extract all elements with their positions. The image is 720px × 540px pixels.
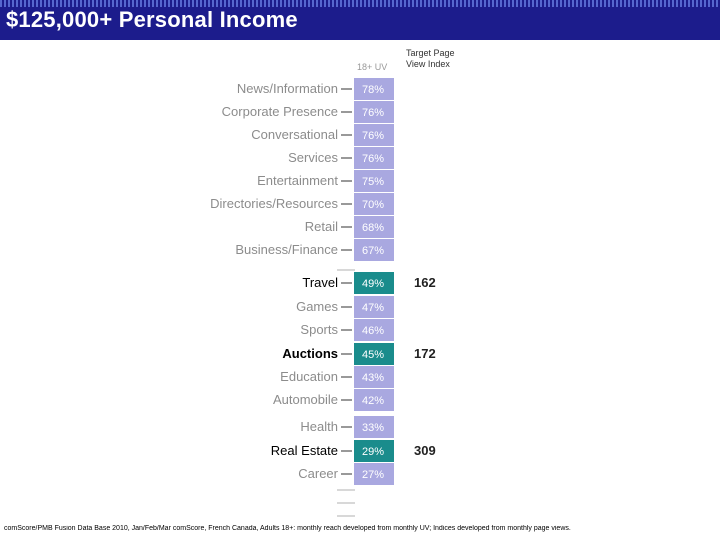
category-label-health: Health (300, 419, 338, 434)
bar-health (354, 416, 394, 438)
index-value-travel: 162 (414, 275, 436, 290)
bar-auctions (354, 343, 394, 365)
bar-travel (354, 272, 394, 294)
index-column-header-line1: Target Page (406, 48, 455, 58)
bar-business-finance (354, 239, 394, 261)
value-label-services: 76% (362, 153, 384, 165)
value-label-travel: 49% (362, 278, 384, 290)
value-label-sports: 46% (362, 325, 384, 337)
bar-education (354, 366, 394, 388)
bar-entertainment (354, 170, 394, 192)
category-label-auctions: Auctions (282, 346, 338, 361)
title-bar: $125,000+ Personal Income (0, 0, 720, 40)
value-label-news-information: 78% (362, 84, 384, 96)
value-label-education: 43% (362, 372, 384, 384)
index-value-real-estate: 309 (414, 443, 436, 458)
category-label-entertainment: Entertainment (257, 173, 338, 188)
title-bar-stripes (0, 0, 720, 7)
value-label-real-estate: 29% (362, 446, 384, 458)
value-label-games: 47% (362, 302, 384, 314)
bar-automobile (354, 389, 394, 411)
category-label-education: Education (280, 369, 338, 384)
value-label-health: 33% (362, 422, 384, 434)
category-label-corporate-presence: Corporate Presence (222, 104, 338, 119)
index-column-header-line2: View Index (406, 59, 450, 69)
bar-retail (354, 216, 394, 238)
value-label-corporate-presence: 76% (362, 107, 384, 119)
bar-sports (354, 319, 394, 341)
value-label-auctions: 45% (362, 349, 384, 361)
category-label-real-estate: Real Estate (271, 443, 338, 458)
category-label-business-finance: Business/Finance (235, 242, 338, 257)
bar-real-estate (354, 440, 394, 462)
category-label-sports: Sports (300, 322, 338, 337)
index-value-auctions: 172 (414, 346, 436, 361)
value-label-conversational: 76% (362, 130, 384, 142)
bar-services (354, 147, 394, 169)
category-label-travel: Travel (302, 275, 338, 290)
category-label-directories-resources: Directories/Resources (210, 196, 338, 211)
bar-corporate-presence (354, 101, 394, 123)
category-label-retail: Retail (305, 219, 338, 234)
footnote: comScore/PMB Fusion Data Base 2010, Jan/… (4, 525, 571, 532)
index-column-header: Target Page View Index (406, 48, 455, 70)
reach-column-header: 18+ UV (357, 62, 388, 72)
bar-games (354, 296, 394, 318)
bar-directories-resources (354, 193, 394, 215)
value-label-entertainment: 75% (362, 176, 384, 188)
page-title: $125,000+ Personal Income (6, 7, 298, 32)
value-label-retail: 68% (362, 222, 384, 234)
category-label-news-information: News/Information (237, 81, 338, 96)
category-label-automobile: Automobile (273, 392, 338, 407)
category-label-career: Career (298, 466, 338, 481)
value-label-directories-resources: 70% (362, 199, 384, 211)
category-label-services: Services (288, 150, 338, 165)
bar-news-information (354, 78, 394, 100)
bar-conversational (354, 124, 394, 146)
bar-career (354, 463, 394, 485)
value-label-automobile: 42% (362, 395, 384, 407)
value-label-business-finance: 67% (362, 245, 384, 257)
category-label-conversational: Conversational (251, 127, 338, 142)
category-label-games: Games (296, 299, 338, 314)
value-label-career: 27% (362, 469, 384, 481)
